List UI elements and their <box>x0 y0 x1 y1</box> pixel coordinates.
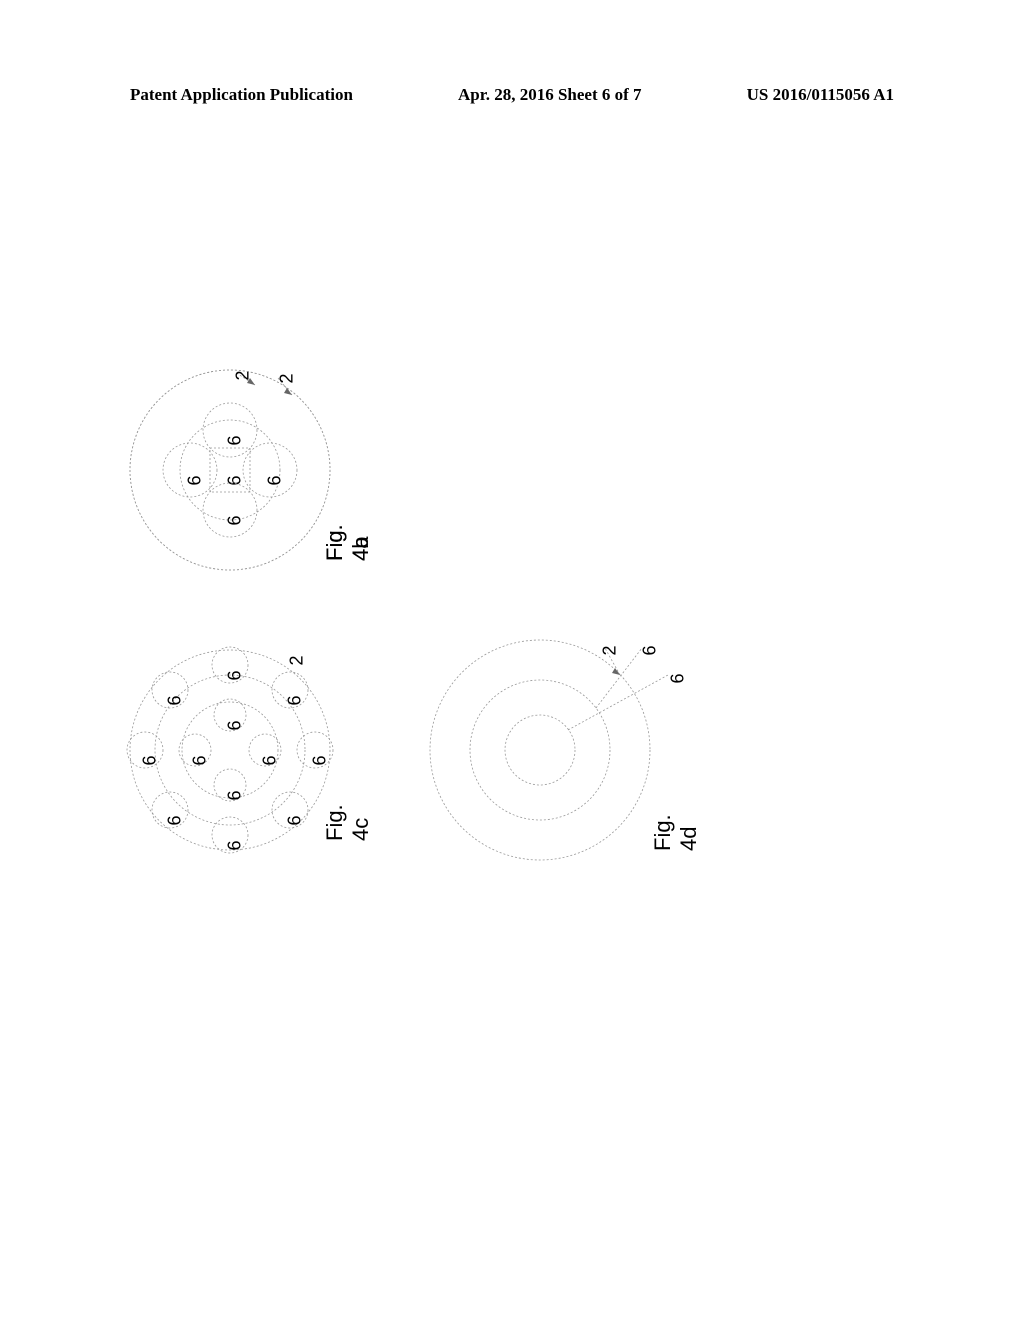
fig4c-r6-5: 6 <box>140 755 161 765</box>
fig4d-svg <box>420 620 680 880</box>
fig4d-middle-circle <box>470 680 610 820</box>
fig4c-r6-2: 6 <box>285 815 306 825</box>
fig4b-small-1 <box>163 443 217 497</box>
fig4b-ref-6-4: 6 <box>225 515 246 525</box>
fig4c-r6-1: 6 <box>310 755 331 765</box>
fig4c-ref-2: 2 <box>287 655 308 665</box>
fig4c-r6-7: 6 <box>285 695 306 705</box>
fig4c-r6-12: 6 <box>225 670 246 680</box>
fig4b-ref-2: 2 <box>277 373 298 383</box>
fig4d-leader-6b <box>568 675 668 730</box>
fig4d-arrow-2 <box>612 668 620 675</box>
fig4b-ref-6-1: 6 <box>185 475 206 485</box>
fig4c-r6-11: 6 <box>225 720 246 730</box>
fig4c-r6-8: 6 <box>260 755 281 765</box>
fig4d-inner-circle <box>505 715 575 785</box>
fig4b-small-2 <box>243 443 297 497</box>
fig4d-ref-6a: 6 <box>640 645 661 655</box>
fig4b-small-4 <box>203 483 257 537</box>
fig4b-ref-6-3: 6 <box>225 435 246 445</box>
figure-4c: 2 6 6 6 6 6 6 6 6 6 6 6 6 Fig. 4c <box>120 640 340 865</box>
fig4c-r6-9: 6 <box>225 790 246 800</box>
header-left: Patent Application Publication <box>130 85 353 105</box>
fig4d-label: Fig. 4d <box>650 814 702 851</box>
fig4c-r6-10: 6 <box>190 755 211 765</box>
fig4d-leader-6a <box>596 648 642 708</box>
fig4d-ref-2: 2 <box>600 645 621 655</box>
fig4c-label: Fig. 4c <box>322 804 374 841</box>
fig4c-r6-4: 6 <box>165 815 186 825</box>
header-center: Apr. 28, 2016 Sheet 6 of 7 <box>458 85 642 105</box>
header-right: US 2016/0115056 A1 <box>747 85 894 105</box>
page-header: Patent Application Publication Apr. 28, … <box>0 85 1024 105</box>
figures-container: 2 6 Fig. 4a 2 6 6 6 6 Fig. 4b <box>120 360 760 880</box>
fig4c-r6-6: 6 <box>165 695 186 705</box>
fig4b-small-3 <box>203 403 257 457</box>
fig4c-r6-3: 6 <box>225 840 246 850</box>
fig4d-ref-6b: 6 <box>668 673 689 683</box>
fig4b-outer-circle <box>130 370 330 570</box>
fig4b-svg <box>120 360 340 580</box>
figure-4d: 2 6 6 Fig. 4d <box>420 620 680 885</box>
fig4b-arrow-2 <box>284 388 292 395</box>
figure-4b: 2 6 6 6 6 Fig. 4b <box>120 360 340 585</box>
fig4c-ring-inner <box>182 702 278 798</box>
fig4b-label: Fig. 4b <box>322 524 374 561</box>
fig4b-ref-6-2: 6 <box>265 475 286 485</box>
